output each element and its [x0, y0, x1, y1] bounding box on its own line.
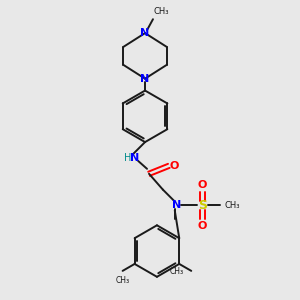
Text: CH₃: CH₃	[154, 7, 170, 16]
Text: CH₃: CH₃	[224, 201, 240, 210]
Text: N: N	[140, 74, 150, 84]
Text: CH₃: CH₃	[116, 276, 130, 285]
Text: N: N	[172, 200, 182, 211]
Text: O: O	[198, 180, 207, 190]
Text: N: N	[130, 153, 139, 163]
Text: CH₃: CH₃	[169, 267, 183, 276]
Text: O: O	[198, 221, 207, 231]
Text: N: N	[140, 28, 150, 38]
Text: H: H	[124, 153, 131, 163]
Text: S: S	[198, 199, 207, 212]
Text: O: O	[169, 161, 178, 171]
